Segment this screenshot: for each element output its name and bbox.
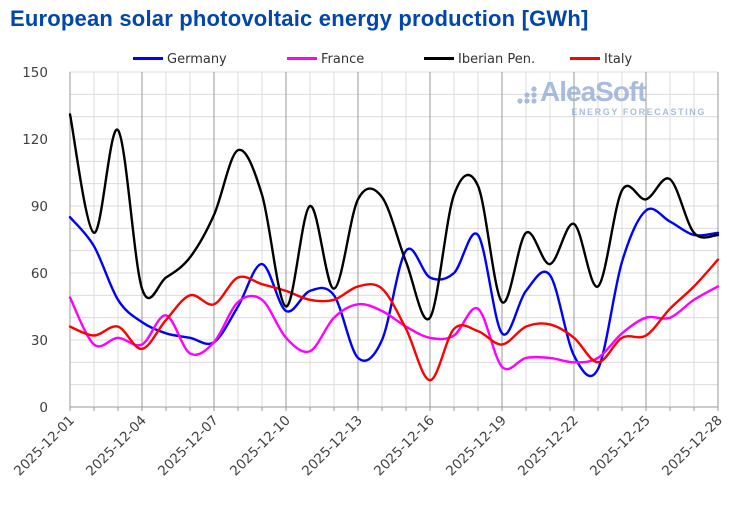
- y-tick-label: 120: [22, 132, 48, 148]
- legend-item-iberian-pen-[interactable]: Iberian Pen.: [424, 49, 536, 67]
- series-line-germany[interactable]: [68, 207, 720, 377]
- legend-item-germany[interactable]: Germany: [133, 49, 227, 67]
- x-tick-label: 2025-12-10: [227, 413, 294, 480]
- series-line-france[interactable]: [68, 285, 720, 371]
- legend-label: Germany: [167, 52, 227, 67]
- legend-line-swatch: [133, 57, 163, 60]
- x-tick-label: 2025-12-25: [587, 413, 654, 480]
- legend-label: Italy: [604, 52, 633, 67]
- y-tick-label: 90: [31, 199, 48, 215]
- y-tick-label: 30: [31, 333, 48, 349]
- y-tick-label: 60: [31, 266, 48, 282]
- legend-label: Iberian Pen.: [458, 52, 536, 67]
- x-tick-label: 2025-12-13: [299, 413, 366, 480]
- x-tick-label: 2025-12-19: [443, 413, 510, 480]
- x-tick-label: 2025-12-22: [515, 413, 582, 480]
- legend-line-swatch: [287, 57, 317, 60]
- legend-label: France: [321, 52, 365, 67]
- x-tick-label: 2025-12-01: [11, 413, 78, 480]
- series-line-italy[interactable]: [68, 258, 720, 382]
- series-line-iberian-pen-[interactable]: [68, 113, 720, 321]
- legend-item-italy[interactable]: Italy: [570, 49, 633, 67]
- legend: Germany France Iberian Pen. Italy: [0, 49, 730, 67]
- x-tick-label: 2025-12-07: [155, 413, 222, 480]
- x-tick-label: 2025-12-16: [371, 413, 438, 480]
- chart-title: European solar photovoltaic energy produ…: [10, 6, 589, 31]
- legend-item-france[interactable]: France: [287, 49, 365, 67]
- y-tick-label: 150: [22, 65, 48, 81]
- x-tick-label: 2025-12-04: [83, 413, 150, 480]
- y-tick-label: 0: [39, 400, 48, 416]
- x-tick-label: 2025-12-28: [659, 413, 726, 480]
- legend-line-swatch: [424, 57, 454, 60]
- legend-line-swatch: [570, 57, 600, 60]
